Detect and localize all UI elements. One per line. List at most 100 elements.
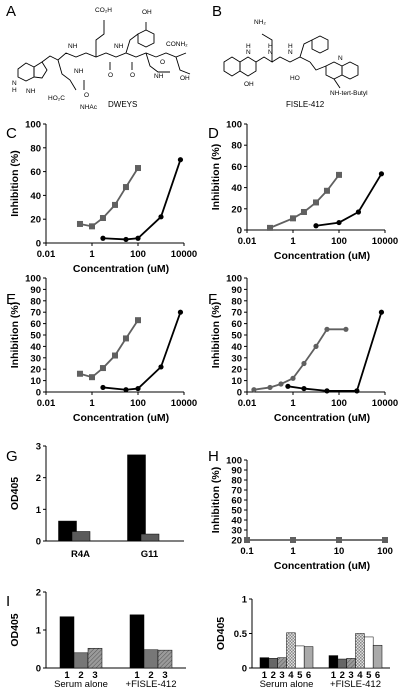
group-label: +FISLE-412 xyxy=(330,679,381,689)
bar-number-label: 3 xyxy=(279,670,284,681)
y-tick-label: 100 xyxy=(226,274,242,285)
data-point-circle xyxy=(158,364,164,370)
group-label: Serum alone xyxy=(260,679,314,689)
data-point-circle xyxy=(378,309,385,315)
y-tick-label: 60 xyxy=(231,162,242,173)
data-point-square xyxy=(135,317,141,324)
dweys-atom-o-4: O xyxy=(160,59,165,66)
bar-number-label: 6 xyxy=(375,670,380,681)
bar-number-label: 1 xyxy=(262,670,268,681)
dweys-atom-nhac: NHAc xyxy=(80,104,98,111)
group-label: +FISLE-412 xyxy=(126,679,177,689)
dweys-atom-conh2: CONH₂ xyxy=(166,41,188,48)
data-point-square xyxy=(122,335,129,342)
y-tick-label: 50 xyxy=(231,331,242,342)
y-tick-label: 0 xyxy=(237,226,242,237)
fisle-atom-h-2: H xyxy=(268,43,273,50)
bar-number-label: 3 xyxy=(162,670,167,681)
series-line-1 xyxy=(79,319,139,379)
data-point-circle xyxy=(343,326,349,332)
dweys-bonds xyxy=(17,20,191,91)
data-point-square xyxy=(267,224,273,231)
bar-group-2-3 xyxy=(346,658,356,669)
data-point-circle xyxy=(135,235,141,241)
series-line-2 xyxy=(102,311,182,391)
y-tick-label: 3 xyxy=(36,442,41,453)
data-point-circle xyxy=(355,209,362,215)
bar-group-1-2 xyxy=(268,658,278,669)
dweys-atom-nh-1: NH xyxy=(68,43,78,50)
y-tick-label: 20 xyxy=(30,365,41,376)
dweys-atom-h: H xyxy=(12,87,17,94)
y-tick-label: 0 xyxy=(237,388,242,399)
y-axis-label: Inhibition (%) xyxy=(210,467,222,533)
dweys-atom-ho2c: HO₂C xyxy=(48,95,65,102)
bar-number-label: 4 xyxy=(288,670,294,681)
data-point-square xyxy=(244,537,250,543)
y-tick-label: 80 xyxy=(231,296,242,307)
x-axis-label: Concentration (uM) xyxy=(73,412,169,424)
y-tick-label: 80 xyxy=(231,141,242,152)
data-point-circle xyxy=(324,388,330,394)
bar-group-1-3 xyxy=(87,647,103,669)
data-point-square xyxy=(112,201,118,208)
panel-label-f: F xyxy=(208,291,217,308)
y-tick-label: 60 xyxy=(231,319,242,330)
panel-label-h: H xyxy=(208,448,219,465)
data-point-circle xyxy=(135,385,141,392)
series-line-2 xyxy=(315,173,383,227)
x-tick-label: 0.01 xyxy=(37,398,56,409)
data-point-circle xyxy=(313,223,319,229)
dweys-atom-nh-2: NH xyxy=(114,43,124,50)
data-point-square xyxy=(135,165,141,172)
x-tick-label: 10000 xyxy=(171,398,197,409)
data-point-circle xyxy=(100,235,106,241)
data-point-circle xyxy=(290,375,296,381)
y-tick-label: 60 xyxy=(30,167,41,178)
y-tick-label: 40 xyxy=(30,342,41,353)
dweys-atom-oh-top: OH xyxy=(142,9,152,16)
bar-group-1-3 xyxy=(277,657,287,669)
series-line-1 xyxy=(269,174,340,229)
data-point-square xyxy=(290,537,296,543)
y-tick-label: 40 xyxy=(30,191,41,202)
x-tick-label: 100 xyxy=(331,236,347,247)
fisle-atom-oh: OH xyxy=(244,81,254,88)
panel-a-structure: A CO₂H OH CONH₂ OH NH NH NH NH NH O O O xyxy=(6,3,191,111)
data-point-circle xyxy=(251,387,257,393)
x-tick-label: 10 xyxy=(334,546,345,557)
x-tick-label: 10000 xyxy=(171,249,197,260)
y-tick-label: 50 xyxy=(30,331,41,342)
fisle-atom-n-4: N xyxy=(338,55,343,62)
bar-group-1-4 xyxy=(286,632,296,669)
data-point-circle xyxy=(278,381,284,387)
y-tick-label: 80 xyxy=(231,476,242,487)
bar-number-label: 6 xyxy=(306,670,311,681)
y-tick-label: 20 xyxy=(231,536,242,547)
dweys-atom-co2h: CO₂H xyxy=(95,7,112,14)
data-point-square xyxy=(112,352,118,359)
data-point-circle xyxy=(158,214,164,220)
data-point-square xyxy=(76,370,83,377)
panel-label-g: G xyxy=(6,448,18,465)
fisle-atom-n-2: N xyxy=(268,49,273,56)
y-tick-label: 40 xyxy=(231,183,242,194)
bar-group-1-1 xyxy=(259,657,270,669)
dweys-atom-nh-4: NH xyxy=(154,73,164,80)
y-tick-label: 30 xyxy=(231,353,242,364)
y-tick-label: 40 xyxy=(231,342,242,353)
bar-group-2-4 xyxy=(355,633,365,669)
bar-number-label: 2 xyxy=(78,670,83,681)
panel-label-c: C xyxy=(6,125,17,142)
bar-group-1-6 xyxy=(303,646,314,669)
y-tick-label: 0 xyxy=(36,239,41,250)
y-tick-label: 10 xyxy=(231,376,242,387)
dweys-atom-o-3: O xyxy=(130,72,135,79)
group-label: Serum alone xyxy=(54,679,108,689)
bar-number-label: 5 xyxy=(366,670,372,681)
dweys-name: DWEYS xyxy=(108,100,137,109)
y-tick-label: 20 xyxy=(231,204,242,215)
y-tick-label: 100 xyxy=(25,120,41,131)
